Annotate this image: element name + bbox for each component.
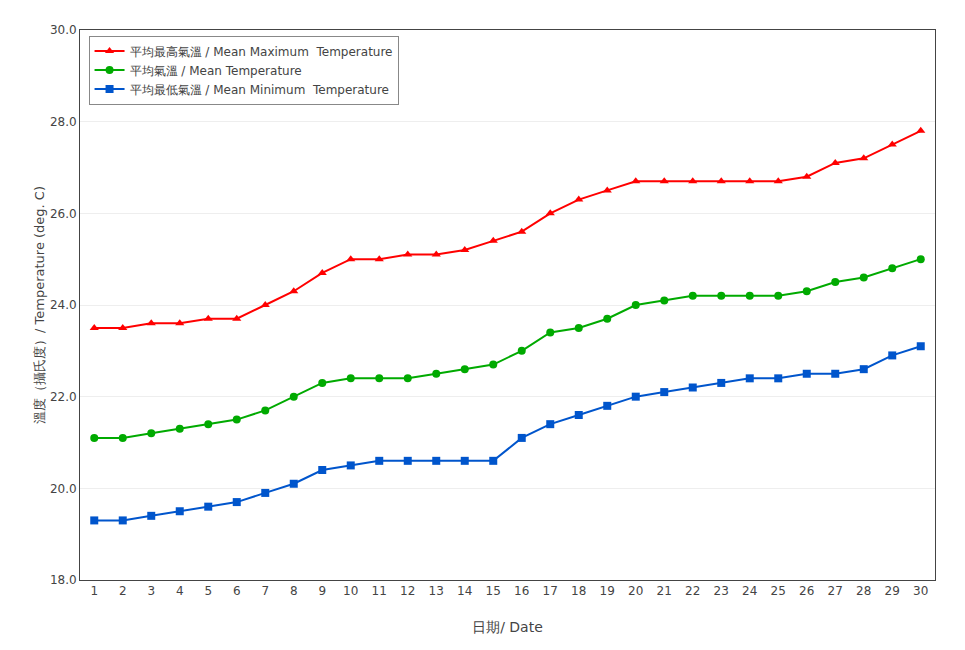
svg-text:30: 30	[913, 584, 928, 598]
svg-text:21: 21	[657, 584, 672, 598]
svg-text:14: 14	[457, 584, 472, 598]
svg-text:17: 17	[543, 584, 558, 598]
svg-text:日期/ Date: 日期/ Date	[472, 619, 543, 635]
svg-text:11: 11	[372, 584, 387, 598]
svg-text:6: 6	[233, 584, 241, 598]
svg-text:24: 24	[742, 584, 757, 598]
svg-text:22: 22	[685, 584, 700, 598]
svg-text:20.0: 20.0	[50, 482, 77, 496]
svg-text:24.0: 24.0	[50, 298, 77, 312]
svg-text:27: 27	[828, 584, 843, 598]
svg-text:18: 18	[571, 584, 586, 598]
svg-text:25: 25	[771, 584, 786, 598]
svg-text:26: 26	[799, 584, 814, 598]
svg-text:7: 7	[261, 584, 269, 598]
svg-text:18.0: 18.0	[50, 573, 77, 587]
svg-text:2: 2	[119, 584, 127, 598]
svg-text:13: 13	[429, 584, 444, 598]
svg-text:28: 28	[856, 584, 871, 598]
svg-text:12: 12	[400, 584, 415, 598]
svg-text:23: 23	[714, 584, 729, 598]
svg-text:30.0: 30.0	[50, 23, 77, 37]
svg-text:平均氣溫 / Mean Temperature: 平均氣溫 / Mean Temperature	[130, 64, 302, 78]
svg-text:26.0: 26.0	[50, 207, 77, 221]
svg-text:15: 15	[486, 584, 501, 598]
svg-text:10: 10	[343, 584, 358, 598]
svg-text:9: 9	[318, 584, 326, 598]
svg-text:16: 16	[514, 584, 529, 598]
svg-text:3: 3	[147, 584, 155, 598]
svg-text:4: 4	[176, 584, 184, 598]
svg-text:1: 1	[90, 584, 98, 598]
svg-text:19: 19	[600, 584, 615, 598]
svg-text:5: 5	[204, 584, 212, 598]
svg-text:28.0: 28.0	[50, 115, 77, 129]
svg-text:平均最低氣溫 / Mean Minimum Tempera: 平均最低氣溫 / Mean Minimum Temperature	[130, 83, 389, 97]
svg-text:20: 20	[628, 584, 643, 598]
svg-text:平均最高氣溫 / Mean Maximum Tempera: 平均最高氣溫 / Mean Maximum Temperature	[130, 45, 393, 59]
svg-text:22.0: 22.0	[50, 390, 77, 404]
svg-text:29: 29	[885, 584, 900, 598]
svg-text:溫度（攝氏度）/ Temperature (deg. C): 溫度（攝氏度）/ Temperature (deg. C)	[32, 186, 47, 424]
svg-text:8: 8	[290, 584, 298, 598]
